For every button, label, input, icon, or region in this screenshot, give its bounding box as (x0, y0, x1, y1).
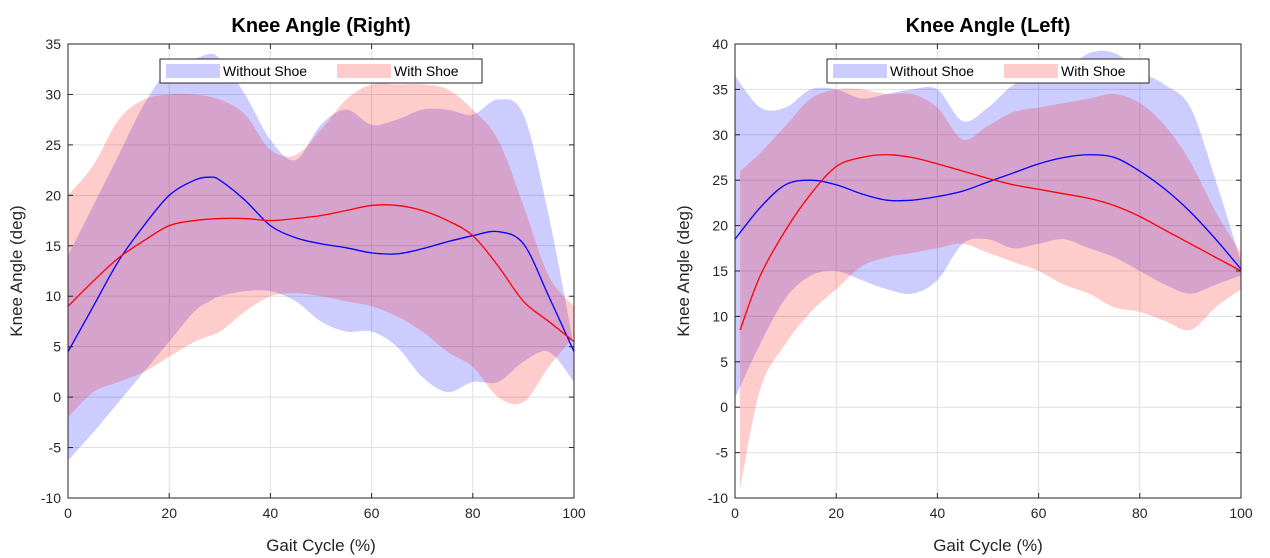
y-tick-label: 10 (45, 288, 61, 304)
y-tick-label: 20 (712, 218, 728, 234)
y-tick-label: 0 (53, 389, 61, 405)
y-tick-label: -5 (49, 440, 62, 456)
legend-label-without-shoe: Without Shoe (223, 63, 307, 79)
legend-label-with-shoe: With Shoe (1061, 63, 1126, 79)
x-tick-label: 0 (64, 505, 72, 521)
axes-box (67, 43, 575, 499)
mean-line-with-shoe (739, 154, 1241, 331)
y-tick-label: 20 (45, 187, 61, 203)
y-tick-label: -5 (716, 445, 729, 461)
y-tick-label: 0 (720, 399, 728, 415)
x-tick-label: 40 (930, 505, 946, 521)
legend-box (826, 58, 1150, 84)
mean-line-with-shoe (68, 204, 574, 343)
y-tick-label: 30 (45, 86, 61, 102)
x-axis-label: Gait Cycle (%) (933, 536, 1043, 555)
legend: Without Shoe With Shoe (826, 58, 1150, 84)
legend-swatch-without-shoe (166, 64, 220, 78)
y-tick-label: -10 (41, 490, 61, 506)
x-tick-label: 40 (263, 505, 279, 521)
y-axis-label: Knee Angle (deg) (674, 205, 693, 336)
legend-label-with-shoe: With Shoe (394, 63, 459, 79)
x-tick-label: 0 (731, 505, 739, 521)
grid (67, 43, 575, 499)
y-tick-label: 35 (45, 36, 61, 52)
x-tick-label: 60 (364, 505, 380, 521)
legend-swatch-with-shoe (337, 64, 391, 78)
x-tick-label: 20 (828, 505, 844, 521)
y-tick-label: 25 (45, 137, 61, 153)
x-tick-label: 100 (562, 505, 586, 521)
chart-title: Knee Angle (Left) (906, 15, 1071, 37)
legend-swatch-without-shoe (833, 64, 887, 78)
y-tick-label: 30 (712, 127, 728, 143)
x-axis-label: Gait Cycle (%) (266, 536, 376, 555)
y-tick-label: 5 (53, 339, 61, 355)
legend-box (159, 58, 483, 84)
legend-label-without-shoe: Without Shoe (890, 63, 974, 79)
y-axis-label: Knee Angle (deg) (7, 205, 26, 336)
data-layer (735, 50, 1241, 489)
x-tick-label: 80 (1132, 505, 1148, 521)
band-without-shoe (735, 50, 1241, 399)
y-tick-label: 35 (712, 81, 728, 97)
band-with-shoe (68, 83, 574, 418)
y-tick-label: 5 (720, 354, 728, 370)
plot-area (68, 44, 574, 498)
legend: Without Shoe With Shoe (159, 58, 483, 84)
legend-swatch-with-shoe (1004, 64, 1058, 78)
chart-knee-angle-right: 0 20 40 60 80 100 -10 -5 0 5 10 15 20 25 30 35 Knee Angl… (7, 15, 586, 555)
mean-line-without-shoe (735, 154, 1241, 270)
x-tick-label: 100 (1229, 505, 1253, 521)
y-tick-label: 25 (712, 172, 728, 188)
x-tick-label: 60 (1031, 505, 1047, 521)
x-tick-label: 20 (161, 505, 177, 521)
chart-knee-angle-left: 0 20 40 60 80 100 -10 -5 0 5 10 15 20 25 30 35 40 Knee An… (674, 15, 1253, 555)
x-tick-label: 80 (465, 505, 481, 521)
y-tick-label: -10 (708, 490, 728, 506)
y-tick-label: 15 (712, 263, 728, 279)
mean-line-without-shoe (68, 176, 574, 353)
chart-title: Knee Angle (Right) (231, 15, 410, 37)
y-tick-label: 15 (45, 238, 61, 254)
y-tick-label: 10 (712, 308, 728, 324)
band-with-shoe (740, 88, 1241, 489)
data-layer (68, 53, 574, 461)
band-without-shoe (68, 53, 574, 461)
y-tick-label: 40 (712, 36, 728, 52)
